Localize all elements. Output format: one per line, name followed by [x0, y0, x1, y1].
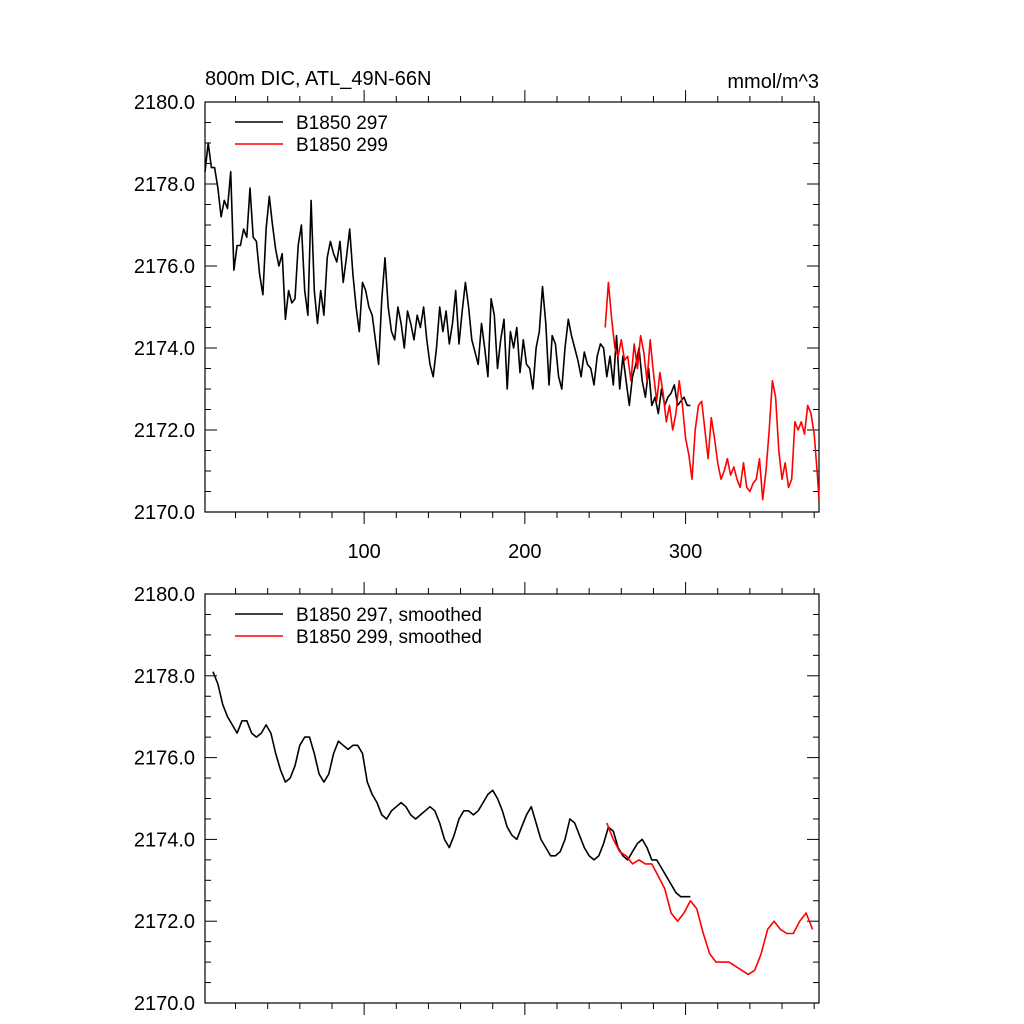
y-tick-label: 2180.0	[134, 92, 195, 114]
legend-label-1: B1850 297, smoothed	[296, 605, 482, 626]
legend-label-1: B1850 297	[296, 113, 388, 134]
series-line-1	[204, 142, 691, 415]
y-tick-label: 2178.0	[134, 174, 195, 196]
y-tick-label: 2174.0	[134, 338, 195, 360]
series-line-2	[606, 822, 814, 976]
bottom-panel: 2170.0 2172.0 2174.0 2176.0 2178.0 2180.0 B185…	[134, 582, 820, 1015]
y-tick-label: 2178.0	[134, 666, 195, 688]
y-tick-label: 2176.0	[134, 748, 195, 770]
y-tick-label: 2172.0	[134, 420, 195, 442]
x-tick-label: 300	[669, 541, 702, 563]
y-tick-label: 2176.0	[134, 256, 195, 278]
legend-label-2: B1850 299, smoothed	[296, 627, 482, 648]
y-tick-label: 2170.0	[134, 993, 195, 1015]
y-tick-label: 2170.0	[134, 502, 195, 524]
plot-frame	[204, 101, 820, 513]
chart-title: 800m DIC, ATL_49N-66N	[205, 68, 431, 90]
x-tick-label: 100	[347, 541, 380, 563]
top-panel: 2170.0 2172.0 2174.0 2176.0 2178.0 2180.0 100 2…	[134, 68, 820, 563]
units-label: mmol/m^3	[727, 71, 819, 93]
y-tick-label: 2172.0	[134, 911, 195, 933]
x-tick-label: 200	[508, 541, 541, 563]
y-tick-label: 2174.0	[134, 829, 195, 851]
plot-frame	[204, 593, 820, 1004]
y-tick-label: 2180.0	[134, 584, 195, 606]
series-line-1	[212, 671, 691, 898]
legend-label-2: B1850 299	[296, 135, 388, 156]
series-line-2	[604, 281, 820, 501]
